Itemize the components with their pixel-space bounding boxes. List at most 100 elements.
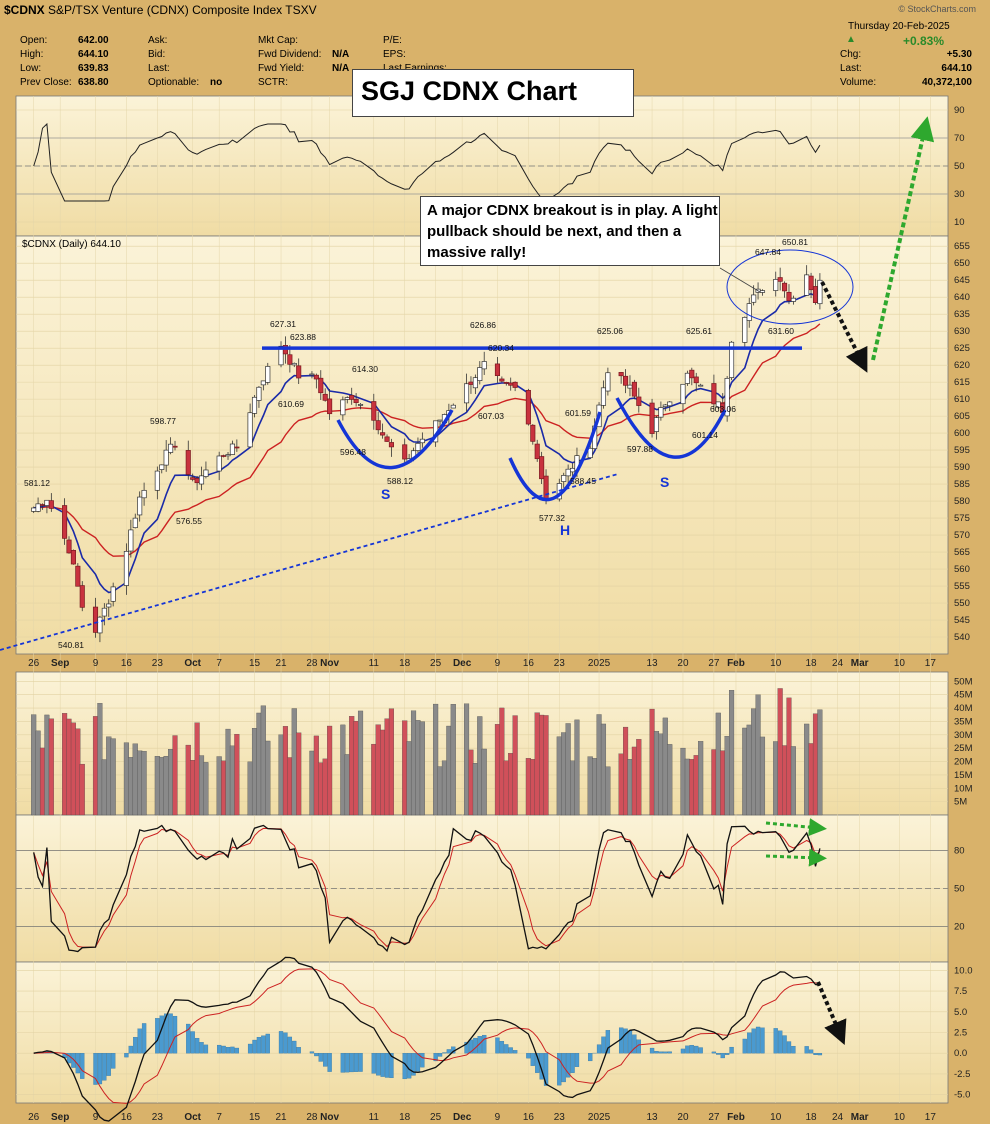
candle-body — [198, 475, 205, 485]
x-tick-label: Dec — [453, 1112, 472, 1123]
volume-bar — [790, 746, 796, 816]
x-tick-label: 2025 — [588, 658, 611, 669]
macd-histogram-bar — [543, 1053, 549, 1086]
header-title: $CDNX S&P/TSX Venture (CDNX) Composite I… — [4, 3, 317, 17]
candle-body — [450, 404, 456, 409]
macd-histogram-bar — [477, 1036, 482, 1054]
candle-body — [742, 316, 748, 343]
macd-histogram-bar — [623, 1028, 628, 1054]
macd-histogram-bar — [804, 1046, 809, 1054]
rsi-tick-label: 70 — [954, 133, 965, 144]
macd-histogram-bar — [724, 1053, 730, 1055]
change-pct: +0.83% — [902, 34, 944, 48]
x-tick-label: 21 — [275, 658, 287, 669]
macd-histogram-bar — [468, 1039, 474, 1054]
macd-histogram-bar — [203, 1044, 209, 1054]
macd-histogram-bar — [380, 1053, 385, 1077]
macd-histogram-bar — [190, 1031, 195, 1054]
macd-histogram-bar — [526, 1053, 531, 1059]
macd-histogram-bar — [570, 1053, 575, 1073]
macd-histogram-bar — [80, 1053, 85, 1079]
macd-histogram-bar — [694, 1045, 699, 1054]
x-tick-label: 10 — [770, 658, 782, 669]
volume-bar — [419, 721, 425, 816]
slow-moving-average-line — [33, 323, 821, 557]
candle-body — [154, 470, 160, 491]
volume-bar — [106, 736, 112, 816]
volume-bar — [543, 715, 549, 816]
x-tick-label: 16 — [523, 658, 535, 669]
candle-body — [97, 616, 103, 634]
macd-histogram-bar — [287, 1036, 293, 1054]
price-note: 626.86 — [470, 320, 496, 330]
field-label: Last: — [148, 63, 170, 74]
volume-bar — [234, 733, 240, 816]
volume-bar — [627, 759, 633, 816]
volume-tick-label: 50M — [954, 676, 973, 687]
x-tick-label: 18 — [806, 1112, 818, 1123]
volume-bar — [446, 725, 452, 816]
volume-bar — [260, 705, 266, 816]
volume-bar — [698, 741, 704, 816]
quote-field: Fwd Dividend: N/A — [258, 49, 349, 60]
price-tick-label: 610 — [954, 394, 970, 405]
candle-body — [605, 372, 611, 392]
macd-tick-label: 7.5 — [954, 986, 967, 997]
macd-down-arrow — [816, 981, 847, 1046]
quote-field: Fwd Yield: N/A — [258, 63, 349, 74]
volume-tick-label: 45M — [954, 690, 973, 701]
candle-body — [689, 369, 695, 379]
candle-body — [698, 384, 704, 387]
candle-body — [247, 412, 253, 448]
volume-bar — [79, 763, 85, 816]
quote-field: SCTR: — [258, 77, 332, 88]
volume-bar — [39, 747, 46, 816]
chart-title: SGJ CDNX Chart — [361, 76, 578, 106]
exchange: TSXV — [285, 3, 317, 17]
macd-histogram-bar — [128, 1045, 133, 1054]
macd-tick-label: 10.0 — [954, 965, 973, 976]
candle-body — [499, 378, 505, 382]
macd-signal-line — [33, 968, 820, 1104]
macd-histogram-bar — [314, 1053, 319, 1057]
candle-body — [667, 401, 673, 407]
field-label: Ask: — [148, 35, 168, 46]
x-tick-label: 13 — [646, 1112, 658, 1123]
volume-bar — [203, 762, 209, 816]
volume-bar — [35, 730, 41, 816]
x-tick-label: 17 — [925, 658, 937, 669]
price-tick-label: 655 — [954, 241, 970, 252]
macd-histogram-bar — [596, 1044, 602, 1054]
volume-bar — [618, 753, 624, 816]
candle-body — [543, 475, 549, 501]
volume-bar — [472, 763, 478, 816]
price-tick-label: 630 — [954, 326, 970, 337]
watermark: © StockCharts.com — [898, 4, 976, 14]
price-note: 623.88 — [290, 332, 316, 342]
macd-histogram-bar — [133, 1037, 138, 1054]
x-tick-label: 16 — [121, 1112, 133, 1123]
macd-histogram-bar — [340, 1053, 346, 1073]
x-tick-label: 2025 — [588, 1112, 611, 1123]
price-tick-label: 635 — [954, 309, 970, 320]
macd-tick-label: -5.0 — [954, 1090, 970, 1101]
macd-histogram-bar — [751, 1028, 756, 1054]
volume-bar — [216, 756, 222, 816]
x-tick-label: 23 — [554, 658, 566, 669]
field-label: Chg: — [840, 49, 862, 60]
candle-body — [221, 455, 227, 457]
pattern-head: H — [560, 522, 571, 538]
field-value: 40,372,100 — [921, 77, 972, 88]
candle-body — [194, 478, 200, 484]
volume-bar — [415, 720, 421, 816]
volume-bar — [66, 718, 72, 816]
volume-bar — [534, 712, 540, 816]
macd-histogram-bar — [411, 1053, 416, 1076]
macd-histogram-bar — [141, 1023, 147, 1054]
x-tick-label: Oct — [184, 1112, 201, 1123]
candle-body — [101, 607, 107, 617]
rsi-line — [33, 122, 821, 202]
price-note: 620.34 — [488, 343, 514, 353]
volume-bar — [494, 724, 501, 816]
volume-bar — [693, 755, 699, 816]
